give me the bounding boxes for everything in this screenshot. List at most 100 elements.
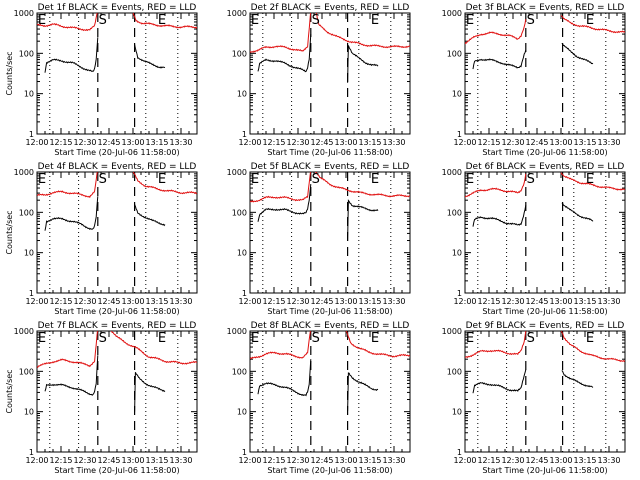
x-tick-label: 13:15	[573, 456, 596, 465]
x-tick-label: 12:15	[49, 138, 72, 147]
chart-title: Det 9f BLACK = Events, RED = LLD	[466, 321, 625, 331]
marker-label-e: E	[38, 331, 46, 346]
x-tick-label: 12:15	[49, 456, 72, 465]
red-lld-line	[37, 331, 98, 368]
x-tick-label: 12:30	[286, 297, 309, 306]
marker-label-e: E	[586, 331, 594, 346]
y-axis-label: Counts/sec	[5, 51, 14, 95]
panel-det-8f: Det 8f BLACK = Events, RED = LLD 1 10 100 10…	[227, 321, 411, 475]
x-tick-label: 13:15	[573, 297, 596, 306]
marker-label-s: S	[527, 13, 535, 28]
marker-label-s: S	[99, 331, 107, 346]
x-tick-label: 13:15	[358, 297, 381, 306]
series-group	[465, 331, 625, 394]
x-tick-label: 13:00	[121, 456, 144, 465]
chart-title: Det 6f BLACK = Events, RED = LLD	[466, 162, 625, 172]
y-tick-label: 10	[24, 90, 34, 99]
x-tick-label: 13:00	[121, 297, 144, 306]
marker-label-e: E	[466, 172, 474, 187]
x-tick-label: 13:30	[597, 138, 620, 147]
black-events-line	[472, 49, 527, 70]
plot-frame	[464, 12, 626, 135]
x-tick-label: 13:00	[334, 138, 357, 147]
x-tick-label: 12:00	[453, 138, 476, 147]
black-events-line	[561, 370, 594, 388]
plot-frame	[249, 12, 411, 135]
marker-label-e: E	[251, 13, 259, 28]
x-tick-label: 13:15	[145, 297, 168, 306]
y-tick-label: 1000	[14, 9, 34, 18]
panel-det-5f: Det 5f BLACK = Events, RED = LLD 1 10 100 10…	[227, 162, 411, 316]
black-events-line	[257, 184, 312, 222]
y-tick-label: 1	[242, 289, 247, 298]
plot-frame	[36, 12, 198, 135]
chart-title: Det 3f BLACK = Events, RED = LLD	[466, 3, 625, 13]
black-events-line	[347, 372, 379, 412]
marker-label-s: S	[99, 172, 107, 187]
x-tick-label: 13:15	[145, 456, 168, 465]
red-lld-line	[37, 13, 98, 32]
black-events-line	[44, 37, 99, 73]
black-events-line	[472, 205, 527, 227]
y-tick-label: 100	[19, 49, 34, 58]
black-events-line	[134, 204, 166, 227]
y-tick-label: 10	[237, 90, 247, 99]
series-group	[250, 331, 410, 412]
x-tick-label: 13:15	[358, 138, 381, 147]
chart-title: Det 7f BLACK = Events, RED = LLD	[38, 321, 197, 331]
y-tick-label: 100	[232, 367, 247, 376]
chart-title: Det 2f BLACK = Events, RED = LLD	[251, 3, 410, 13]
x-tick-label: 13:00	[121, 138, 144, 147]
black-events-line	[134, 44, 166, 69]
panel-det-9f: Det 9f BLACK = Events, RED = LLD 1 10 100 10…	[442, 321, 626, 475]
series-group	[37, 13, 197, 73]
y-tick-label: 1	[457, 289, 462, 298]
black-events-line	[44, 196, 99, 231]
y-tick-label: 10	[237, 249, 247, 258]
x-axis-label: Start Time (20-Jul-06 11:58:00)	[267, 307, 392, 316]
red-lld-line	[465, 331, 527, 359]
y-tick-label: 100	[19, 208, 34, 217]
red-lld-line	[314, 172, 410, 198]
black-events-line	[134, 372, 166, 412]
y-tick-label: 1	[457, 130, 462, 139]
y-tick-label: 10	[24, 408, 34, 417]
chart-title: Det 4f BLACK = Events, RED = LLD	[38, 162, 197, 172]
x-tick-label: 12:15	[262, 138, 285, 147]
x-tick-label: 13:30	[597, 456, 620, 465]
red-lld-line	[250, 13, 312, 53]
chart-title: Det 8f BLACK = Events, RED = LLD	[251, 321, 410, 331]
x-axis-label: Start Time (20-Jul-06 11:58:00)	[482, 307, 607, 316]
black-events-line	[561, 202, 594, 222]
x-tick-label: 13:30	[382, 138, 405, 147]
black-events-line	[561, 42, 594, 65]
x-tick-label: 12:45	[97, 456, 120, 465]
x-tick-label: 12:45	[525, 138, 548, 147]
marker-label-e: E	[158, 331, 166, 346]
x-tick-label: 13:30	[597, 297, 620, 306]
y-tick-label: 1	[242, 130, 247, 139]
series-group	[250, 13, 410, 83]
y-tick-label: 1	[29, 289, 34, 298]
red-lld-line	[560, 331, 625, 363]
series-group	[37, 172, 197, 231]
marker-label-e: E	[586, 13, 594, 28]
red-lld-line	[465, 19, 527, 45]
marker-label-e: E	[251, 331, 259, 346]
x-tick-label: 12:45	[97, 297, 120, 306]
x-tick-label: 13:15	[145, 138, 168, 147]
marker-label-e: E	[371, 172, 379, 187]
y-tick-label: 10	[24, 249, 34, 258]
y-tick-label: 1000	[442, 168, 462, 177]
y-tick-label: 1000	[227, 9, 247, 18]
red-lld-line	[250, 172, 311, 203]
x-tick-label: 13:30	[382, 297, 405, 306]
y-axis-label: Counts/sec	[5, 369, 14, 413]
red-lld-line	[37, 172, 98, 199]
marker-label-e: E	[371, 331, 379, 346]
marker-label-e: E	[371, 13, 379, 28]
series-group	[465, 15, 625, 70]
x-tick-label: 12:15	[262, 297, 285, 306]
y-tick-label: 100	[447, 49, 462, 58]
panel-det-4f: Det 4f BLACK = Events, RED = LLD 1 10 100 10…	[5, 162, 198, 316]
